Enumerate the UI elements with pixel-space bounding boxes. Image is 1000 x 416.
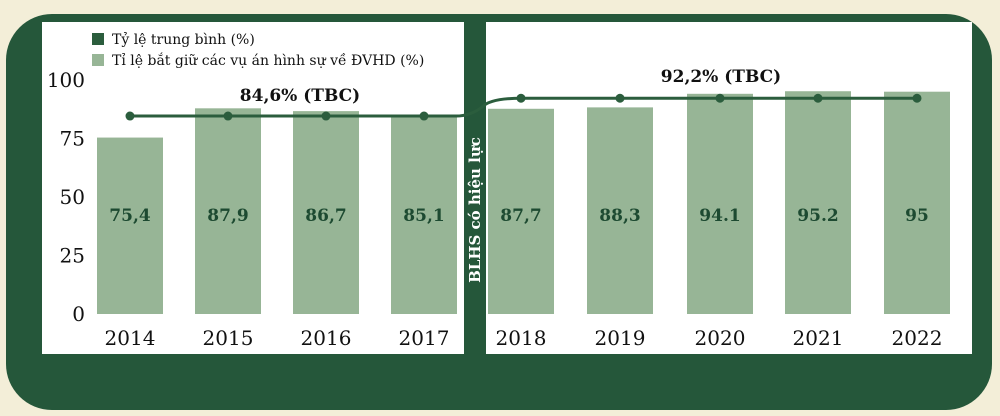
bar-2021 bbox=[785, 91, 851, 315]
average-line bbox=[125, 93, 922, 121]
average-point-2014 bbox=[125, 111, 135, 121]
x-tick-label-2022: 2022 bbox=[892, 326, 943, 350]
x-tick-label-2017: 2017 bbox=[399, 326, 450, 350]
x-tick-label-2019: 2019 bbox=[595, 326, 646, 350]
bar-2016 bbox=[293, 111, 359, 314]
y-tick-label-0: 0 bbox=[72, 302, 85, 326]
bar-2014 bbox=[97, 137, 163, 314]
average-point-2017 bbox=[419, 111, 429, 121]
bar-value-label-2016: 86,7 bbox=[305, 206, 346, 226]
legend-swatch-arrest-rate bbox=[92, 54, 104, 66]
bar-value-label-2017: 85,1 bbox=[403, 206, 444, 226]
x-tick-label-2020: 2020 bbox=[695, 326, 746, 350]
y-tick-label-75: 75 bbox=[60, 127, 85, 151]
bar-2018 bbox=[488, 108, 554, 314]
average-point-2022 bbox=[912, 93, 922, 103]
bar-2017 bbox=[391, 114, 457, 314]
average-point-2021 bbox=[813, 93, 823, 103]
average-point-2020 bbox=[715, 93, 725, 103]
x-tick-label-2015: 2015 bbox=[203, 326, 254, 350]
legend-swatch-average bbox=[92, 33, 104, 45]
legend-label-arrest-rate: Tỉ lệ bắt giữ các vụ án hình sự về ĐVHD … bbox=[112, 51, 424, 69]
y-tick-label-25: 25 bbox=[60, 244, 85, 268]
bar-value-label-2021: 95.2 bbox=[797, 206, 838, 226]
bar-value-label-2014: 75,4 bbox=[109, 206, 151, 226]
bar-value-label-2018: 87,7 bbox=[500, 206, 541, 226]
average-point-2019 bbox=[615, 93, 625, 103]
annotation-avg-before: 84,6% (TBC) bbox=[240, 86, 360, 106]
average-point-2016 bbox=[321, 111, 331, 121]
x-tick-label-2016: 2016 bbox=[301, 326, 352, 350]
average-point-2015 bbox=[223, 111, 233, 121]
y-tick-label-50: 50 bbox=[60, 185, 85, 209]
bar-2019 bbox=[587, 107, 653, 315]
x-tick-label-2014: 2014 bbox=[105, 326, 156, 350]
bar-value-label-2020: 94.1 bbox=[699, 206, 740, 226]
bar-value-label-2022: 95 bbox=[905, 206, 929, 226]
bars: 75,4 87,9 86,7 85,1 87,7 88,3 94.1 95.2 95 bbox=[97, 91, 950, 315]
bar-2022 bbox=[884, 91, 950, 314]
legend-label-average: Tỷ lệ trung bình (%) bbox=[112, 31, 255, 48]
bar-2020 bbox=[687, 93, 753, 314]
divider-bar bbox=[464, 22, 486, 354]
divider-label: BLHS có hiệu lực bbox=[466, 137, 484, 283]
bar-value-label-2015: 87,9 bbox=[207, 206, 248, 226]
bar-2015 bbox=[195, 108, 261, 315]
axes: 2014 2015 2016 2017 2018 2019 2020 2021 2022 0 25 5… bbox=[47, 68, 943, 350]
x-tick-label-2018: 2018 bbox=[496, 326, 547, 350]
annotation-avg-after: 92,2% (TBC) bbox=[661, 67, 781, 87]
x-tick-label-2021: 2021 bbox=[793, 326, 844, 350]
average-point-2018 bbox=[516, 93, 526, 103]
bar-value-label-2019: 88,3 bbox=[599, 206, 640, 226]
y-tick-label-100: 100 bbox=[47, 68, 85, 92]
legend: Tỷ lệ trung bình (%) Tỉ lệ bắt giữ các v… bbox=[92, 31, 424, 69]
